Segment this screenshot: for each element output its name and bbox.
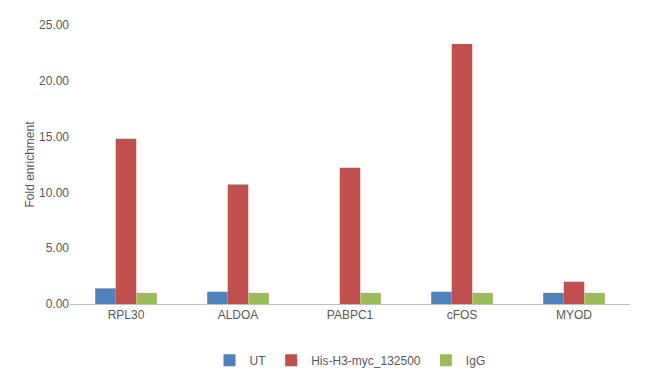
svg-text:UT: UT: [250, 354, 267, 368]
svg-text:10.00: 10.00: [39, 186, 69, 200]
svg-text:5.00: 5.00: [46, 241, 70, 255]
svg-text:20.00: 20.00: [39, 74, 69, 88]
svg-text:25.00: 25.00: [39, 18, 69, 32]
svg-text:PABPC1: PABPC1: [327, 308, 374, 322]
svg-text:0.00: 0.00: [46, 297, 70, 311]
svg-text:IgG: IgG: [466, 354, 485, 368]
svg-text:RPL30: RPL30: [108, 308, 145, 322]
svg-text:His-H3-myc_132500: His-H3-myc_132500: [311, 354, 421, 368]
svg-text:15.00: 15.00: [39, 130, 69, 144]
svg-text:ALDOA: ALDOA: [218, 308, 259, 322]
svg-text:Fold enrichment: Fold enrichment: [23, 121, 37, 208]
svg-text:MYOD: MYOD: [556, 308, 592, 322]
svg-text:cFOS: cFOS: [447, 308, 478, 322]
